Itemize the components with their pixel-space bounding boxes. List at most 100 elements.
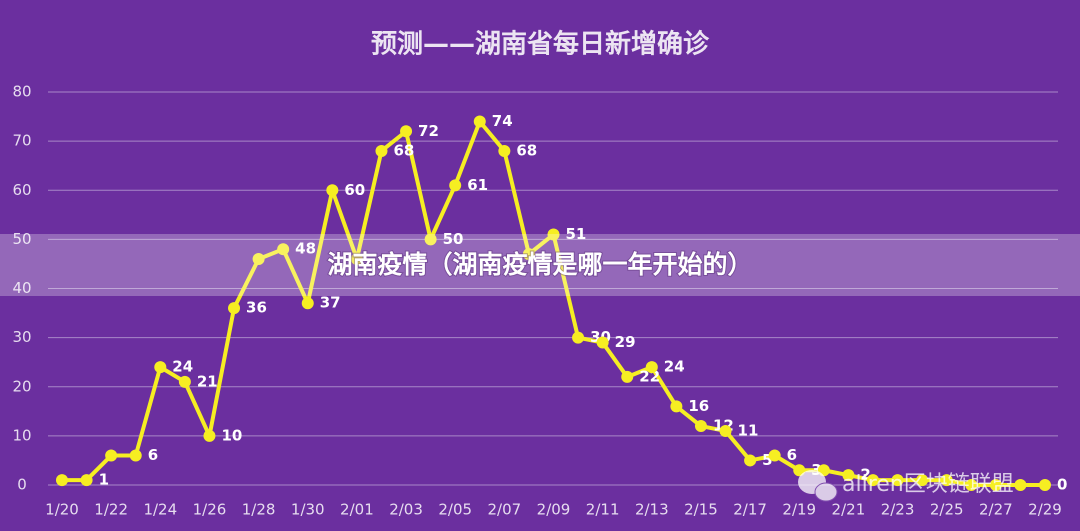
point: [228, 302, 241, 315]
point: [989, 479, 1002, 491]
x-tick-label: 2/11: [586, 501, 620, 519]
chart-title: 预测——湖南省每日新增确诊: [371, 29, 710, 60]
data-label: 2: [860, 466, 870, 484]
data-label: 72: [418, 122, 439, 140]
x-tick-label: 1/28: [242, 501, 276, 519]
x-tick-label: 2/03: [389, 501, 423, 519]
data-label: 1: [99, 471, 109, 489]
data-label: 24: [172, 358, 193, 376]
point: [768, 449, 781, 462]
data-label: 68: [516, 141, 537, 159]
x-tick-label: 2/07: [488, 501, 522, 519]
x-tick-label: 2/13: [635, 501, 669, 519]
data-label: 74: [492, 112, 513, 130]
data-label: 60: [344, 181, 365, 199]
data-label: 11: [738, 421, 759, 439]
data-label: 50: [443, 230, 464, 248]
x-tick-label: 2/01: [340, 501, 374, 519]
x-tick-label: 1/26: [193, 501, 227, 519]
point: [719, 424, 732, 437]
point: [572, 331, 585, 344]
point: [56, 474, 68, 487]
data-label: 16: [688, 397, 709, 415]
y-tick-label: 0: [17, 476, 27, 494]
data-label: 68: [393, 141, 414, 159]
x-tick-label: 2/29: [1028, 501, 1062, 519]
data-label: 0: [1057, 476, 1067, 494]
point: [400, 125, 413, 138]
point: [473, 115, 486, 128]
point: [203, 429, 216, 442]
data-label: 29: [615, 333, 636, 351]
x-tick-label: 2/23: [881, 501, 915, 519]
point: [891, 474, 904, 487]
y-tick-label: 40: [12, 279, 31, 297]
x-tick-label: 1/24: [143, 501, 177, 519]
point: [350, 253, 363, 266]
point: [252, 253, 265, 266]
y-tick-label: 50: [12, 230, 31, 248]
point: [694, 420, 707, 433]
point: [842, 469, 855, 482]
point: [498, 144, 511, 157]
point: [645, 361, 658, 374]
point: [80, 474, 93, 487]
wechat-icon: [814, 482, 838, 502]
point: [965, 479, 978, 491]
watermark: allren区块链联盟: [798, 470, 1014, 502]
data-label: 48: [295, 240, 316, 258]
y-tick-label: 30: [12, 328, 31, 346]
data-label: 61: [467, 176, 488, 194]
data-label: 3: [811, 461, 821, 479]
data-label: 51: [566, 225, 587, 243]
y-tick-label: 60: [12, 181, 31, 199]
x-tick-label: 2/15: [684, 501, 718, 519]
x-tick-label: 1/30: [291, 501, 325, 519]
point: [375, 144, 388, 157]
y-tick-label: 10: [12, 426, 31, 444]
point: [670, 400, 683, 413]
x-tick-label: 1/22: [94, 501, 128, 519]
point: [866, 474, 879, 487]
data-label: 21: [197, 372, 218, 390]
point: [744, 454, 757, 467]
data-label: 6: [787, 446, 797, 464]
point: [424, 233, 437, 246]
point: [916, 474, 929, 487]
y-tick-label: 70: [12, 132, 31, 150]
watermark-text: allren区块链联盟: [842, 472, 1014, 497]
data-label: 5: [762, 451, 772, 469]
point: [178, 375, 191, 388]
point: [154, 361, 167, 374]
point: [940, 474, 953, 487]
data-label: 37: [320, 294, 341, 312]
point: [326, 184, 339, 197]
y-tick-label: 80: [12, 83, 31, 101]
banner-text: 湖南疫情（湖南疫情是哪一年开始的）: [327, 250, 752, 279]
point: [547, 228, 560, 241]
x-tick-label: 2/21: [832, 501, 866, 519]
x-tick-label: 2/19: [782, 501, 816, 519]
point: [1039, 479, 1051, 491]
x-tick-label: 2/17: [733, 501, 767, 519]
data-label: 6: [148, 446, 158, 464]
data-label: 36: [246, 299, 267, 317]
y-tick-label: 20: [12, 377, 31, 395]
point: [301, 297, 314, 310]
x-tick-label: 2/25: [930, 501, 964, 519]
data-label: 10: [221, 426, 242, 444]
x-tick-label: 2/09: [537, 501, 571, 519]
point: [1014, 479, 1027, 491]
x-tick-label: 2/27: [979, 501, 1013, 519]
point: [522, 248, 535, 261]
point: [621, 370, 634, 383]
point: [596, 336, 609, 349]
point: [129, 449, 142, 462]
point: [449, 179, 462, 192]
point: [105, 449, 118, 462]
plot-area: 010203040506070801/201/221/241/261/281/3…: [12, 83, 1067, 519]
data-label: 24: [664, 358, 685, 376]
